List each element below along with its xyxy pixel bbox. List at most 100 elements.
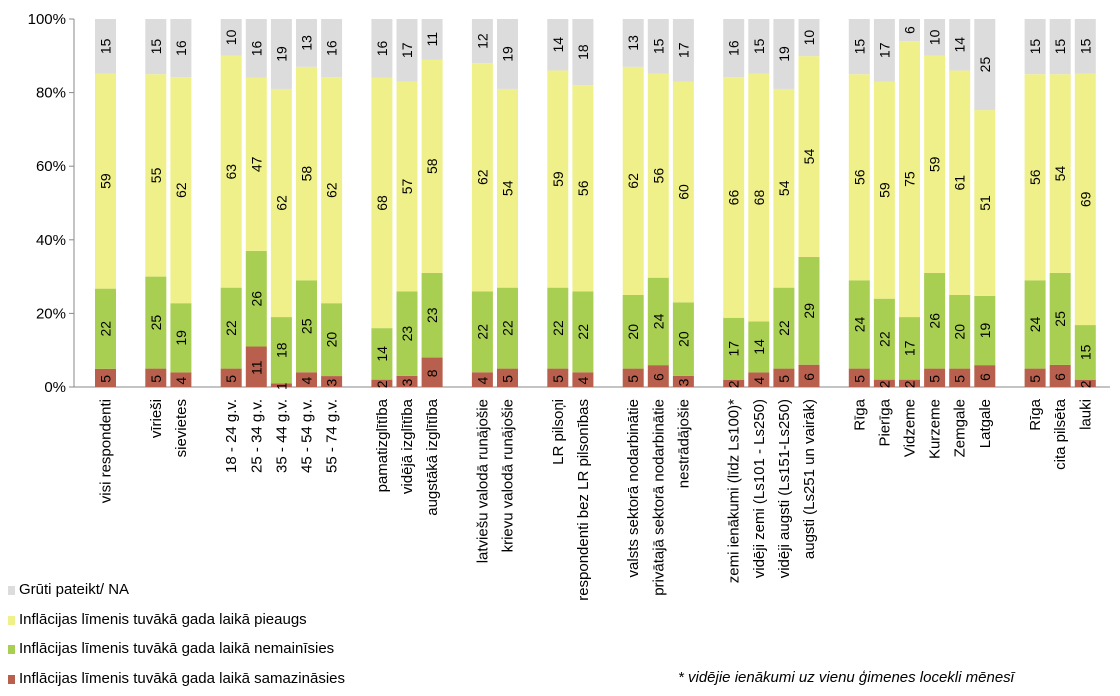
data-label: 19 — [173, 330, 189, 346]
data-label: 59 — [876, 182, 892, 198]
x-tick-label: LR pilsoņi — [550, 399, 567, 465]
legend-label: Inflācijas līmenis tuvākā gada laikā nem… — [19, 640, 334, 657]
data-label: 10 — [801, 30, 817, 46]
data-label: 22 — [500, 320, 516, 336]
data-label: 14 — [952, 37, 968, 53]
x-tick-label: Vidzeme — [902, 399, 919, 457]
data-label: 26 — [927, 313, 943, 329]
data-label: 22 — [550, 320, 566, 336]
data-label: 11 — [424, 32, 440, 47]
data-label: 3 — [399, 378, 415, 386]
data-label: 8 — [424, 369, 440, 377]
data-label: 6 — [650, 373, 666, 381]
data-label: 5 — [500, 375, 516, 383]
data-label: 12 — [474, 33, 490, 49]
y-tick-label: 60% — [36, 158, 66, 175]
data-label: 6 — [801, 373, 817, 381]
data-label: 62 — [625, 173, 641, 189]
x-tick-label: Zemgale — [952, 399, 969, 457]
data-label: 68 — [374, 195, 390, 211]
data-label: 25 — [148, 315, 164, 331]
data-label: 17 — [902, 340, 918, 356]
data-label: 54 — [776, 180, 792, 196]
x-tick-label: 35 - 44 g.v. — [273, 399, 290, 473]
x-tick-label: sievietes — [173, 399, 190, 457]
data-label: 59 — [98, 173, 114, 189]
legend-label: Inflācijas līmenis tuvākā gada laikā sam… — [19, 670, 345, 687]
y-tick-label: 40% — [36, 232, 66, 249]
x-tick-label: valsts sektorā nodarbinātie — [625, 399, 642, 577]
x-tick-label: privātajā sektorā nodarbinātie — [650, 399, 667, 596]
data-label: 5 — [851, 375, 867, 383]
data-label: 5 — [1027, 375, 1043, 383]
data-label: 5 — [776, 375, 792, 383]
x-tick-label: Pierīga — [876, 398, 893, 446]
x-tick-label: visi respondenti — [98, 399, 115, 503]
x-tick-label: krievu valodā runājošie — [500, 399, 517, 552]
legend-item-decrease: Inflācijas līmenis tuvākā gada laikā sam… — [8, 667, 345, 696]
x-tick-label: cita pilsēta — [1052, 398, 1069, 470]
x-tick-label: Latgale — [977, 399, 994, 448]
data-label: 59 — [550, 171, 566, 187]
data-label: 17 — [876, 42, 892, 58]
x-tick-label: Kurzeme — [927, 399, 944, 459]
data-label: 17 — [726, 341, 742, 357]
data-label: 23 — [424, 307, 440, 323]
data-label: 22 — [876, 331, 892, 347]
data-label: 14 — [751, 339, 767, 355]
data-label: 22 — [474, 324, 490, 340]
data-label: 3 — [675, 378, 691, 386]
data-label: 58 — [299, 166, 315, 182]
data-label: 5 — [98, 375, 114, 383]
data-label: 56 — [650, 168, 666, 184]
data-label: 54 — [801, 149, 817, 165]
data-label: 29 — [801, 303, 817, 319]
data-label: 18 — [273, 342, 289, 358]
data-label: 47 — [248, 156, 264, 172]
data-label: 16 — [374, 40, 390, 56]
x-tick-label: Rīga — [851, 398, 868, 430]
data-label: 25 — [299, 318, 315, 334]
data-label: 17 — [675, 42, 691, 58]
data-label: 15 — [751, 38, 767, 54]
data-label: 4 — [299, 377, 315, 385]
legend-swatch — [8, 675, 15, 684]
data-label: 11 — [248, 360, 264, 375]
data-label: 66 — [726, 190, 742, 206]
data-label: 19 — [273, 46, 289, 62]
data-label: 56 — [1027, 169, 1043, 185]
x-tick-label: 45 - 54 g.v. — [299, 399, 316, 473]
x-tick-label: lauki — [1077, 399, 1094, 430]
data-label: 4 — [575, 377, 591, 385]
x-tick-label: zemi ienākumi (līdz Ls100)* — [726, 399, 743, 583]
data-label: 20 — [625, 324, 641, 340]
data-label: 51 — [977, 195, 993, 211]
legend-item-unchanged: Inflācijas līmenis tuvākā gada laikā nem… — [8, 637, 345, 667]
data-label: 6 — [977, 373, 993, 381]
data-label: 54 — [1052, 166, 1068, 182]
data-label: 60 — [675, 184, 691, 200]
x-tick-label: Rīga — [1027, 398, 1044, 430]
data-label: 62 — [324, 182, 340, 198]
x-tick-label: vidēji augsti (Ls151-Ls250) — [776, 399, 793, 578]
data-label: 15 — [851, 39, 867, 55]
data-label: 62 — [474, 169, 490, 185]
data-label: 2 — [876, 380, 892, 388]
data-label: 2 — [1077, 380, 1093, 388]
y-tick-label: 0% — [44, 379, 66, 396]
data-label: 22 — [776, 320, 792, 336]
data-label: 25 — [1052, 311, 1068, 327]
data-label: 14 — [550, 37, 566, 53]
data-label: 15 — [1077, 344, 1093, 360]
legend-label: Grūti pateikt/ NA — [19, 581, 129, 598]
data-label: 2 — [726, 380, 742, 388]
data-label: 63 — [223, 164, 239, 180]
data-label: 16 — [324, 40, 340, 56]
data-label: 5 — [223, 375, 239, 383]
data-label: 6 — [1052, 373, 1068, 381]
data-label: 69 — [1077, 191, 1093, 207]
data-label: 19 — [500, 46, 516, 62]
x-tick-label: vidēji zemi (Ls101 - Ls250) — [751, 399, 768, 578]
data-label: 13 — [625, 35, 641, 51]
data-label: 22 — [575, 324, 591, 340]
